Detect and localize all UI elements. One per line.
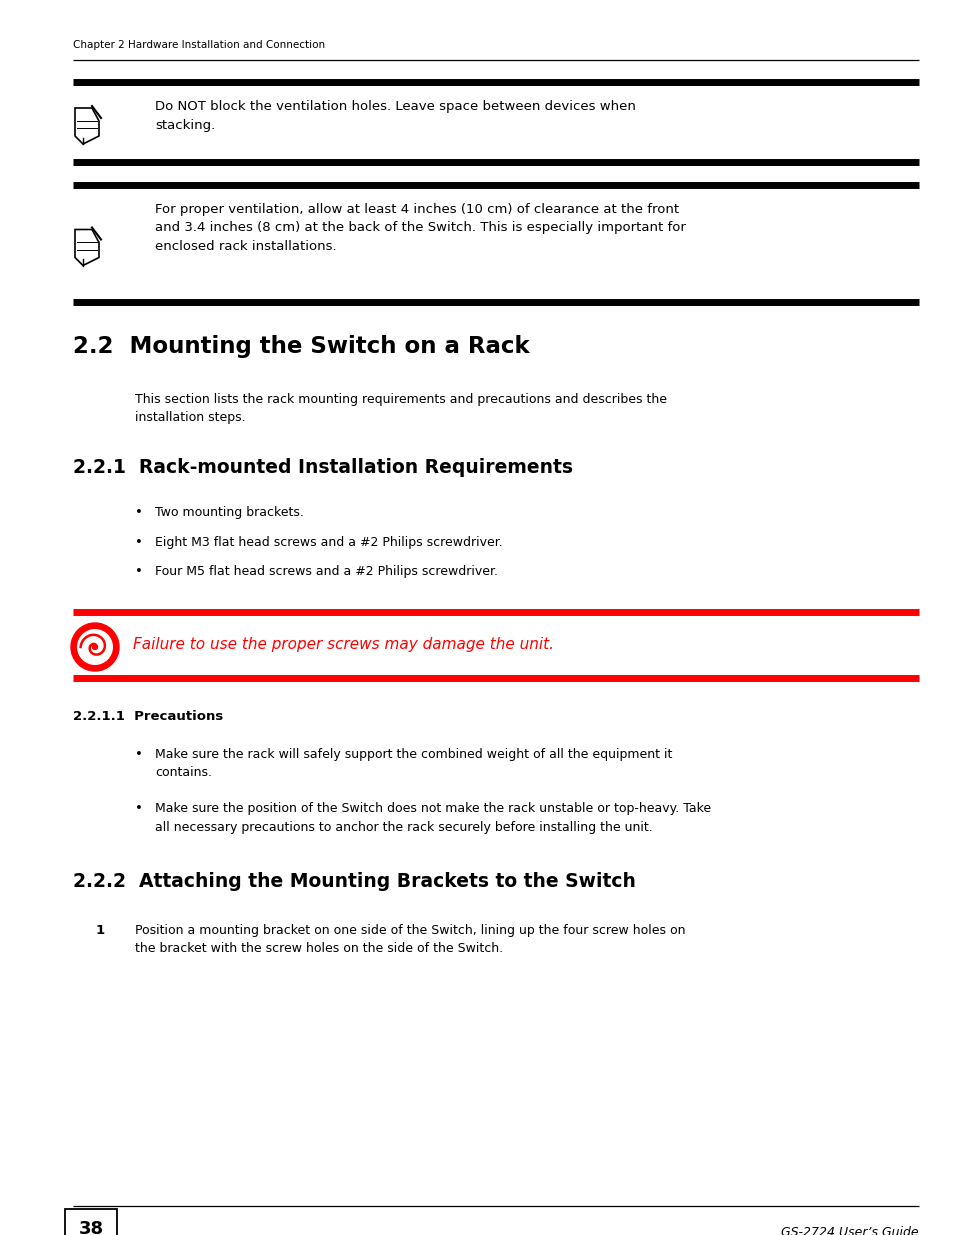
Text: For proper ventilation, allow at least 4 inches (10 cm) of clearance at the fron: For proper ventilation, allow at least 4… — [154, 203, 685, 253]
Text: Do NOT block the ventilation holes. Leave space between devices when
stacking.: Do NOT block the ventilation holes. Leav… — [154, 100, 636, 131]
Text: 2.2  Mounting the Switch on a Rack: 2.2 Mounting the Switch on a Rack — [73, 335, 529, 358]
Text: 2.2.2  Attaching the Mounting Brackets to the Switch: 2.2.2 Attaching the Mounting Brackets to… — [73, 872, 636, 890]
Text: Four M5 flat head screws and a #2 Philips screwdriver.: Four M5 flat head screws and a #2 Philip… — [154, 564, 497, 578]
Circle shape — [71, 622, 119, 671]
Text: Make sure the position of the Switch does not make the rack unstable or top-heav: Make sure the position of the Switch doe… — [154, 802, 710, 834]
Circle shape — [92, 645, 97, 650]
Bar — [65, 1209, 117, 1235]
Text: Chapter 2 Hardware Installation and Connection: Chapter 2 Hardware Installation and Conn… — [73, 40, 325, 49]
Text: •: • — [135, 802, 143, 815]
Text: •: • — [135, 506, 143, 519]
Text: GS-2724 User’s Guide: GS-2724 User’s Guide — [781, 1225, 918, 1235]
Text: Eight M3 flat head screws and a #2 Philips screwdriver.: Eight M3 flat head screws and a #2 Phili… — [154, 536, 502, 548]
Text: •: • — [135, 748, 143, 761]
Text: Two mounting brackets.: Two mounting brackets. — [154, 506, 304, 519]
Text: Failure to use the proper screws may damage the unit.: Failure to use the proper screws may dam… — [132, 636, 554, 652]
Circle shape — [77, 630, 112, 664]
Text: This section lists the rack mounting requirements and precautions and describes : This section lists the rack mounting req… — [135, 393, 666, 425]
Text: •: • — [135, 564, 143, 578]
Text: •: • — [135, 536, 143, 548]
Text: 2.2.1  Rack-mounted Installation Requirements: 2.2.1 Rack-mounted Installation Requirem… — [73, 458, 573, 477]
Text: 38: 38 — [78, 1220, 104, 1235]
Text: 2.2.1.1  Precautions: 2.2.1.1 Precautions — [73, 710, 223, 722]
Text: Position a mounting bracket on one side of the Switch, lining up the four screw : Position a mounting bracket on one side … — [135, 924, 685, 956]
Text: 1: 1 — [95, 924, 105, 937]
Text: Make sure the rack will safely support the combined weight of all the equipment : Make sure the rack will safely support t… — [154, 748, 672, 779]
